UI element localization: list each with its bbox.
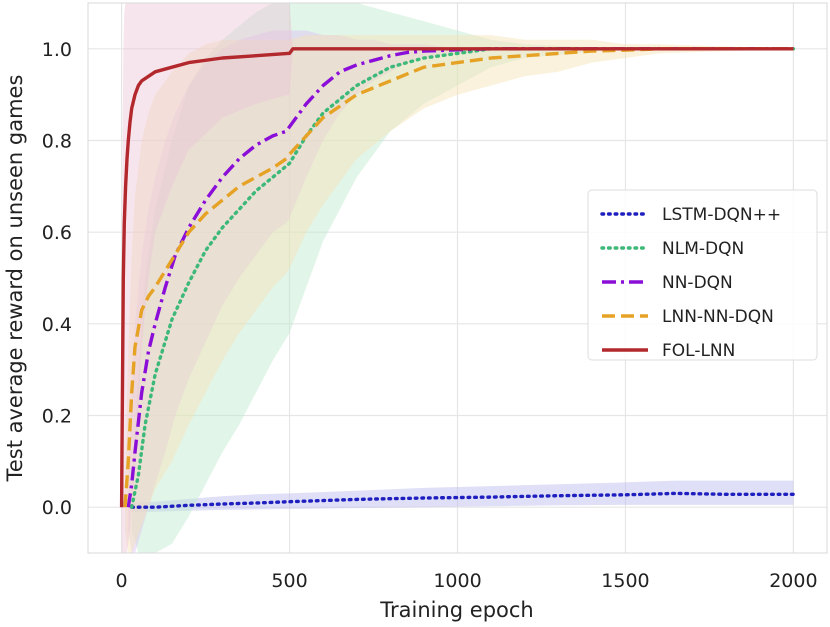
x-tick-label: 1500 [601, 570, 649, 592]
legend-label-nlm-dqn: NLM-DQN [662, 239, 744, 259]
x-tick-label: 1000 [433, 570, 481, 592]
series-lines [119, 47, 796, 509]
series-line-nn-dqn [126, 47, 794, 508]
x-tick-label: 2000 [769, 570, 817, 592]
series-line-lnn-nn-dqn [123, 47, 794, 508]
series-line-lstm-dqn [129, 491, 796, 509]
band-nn-dqn [128, 30, 794, 553]
plot-frame [87, 2, 828, 554]
y-tick-label: 0.0 [42, 497, 72, 519]
band-fol-lnn [121, 3, 794, 553]
band-nlm-dqn [131, 3, 794, 553]
x-tick-label: 0 [116, 570, 128, 592]
x-tick-label: 500 [271, 570, 307, 592]
y-tick-label: 0.6 [42, 222, 72, 244]
y-tick-label: 0.4 [42, 314, 72, 336]
legend-label-lnn-nn-dqn: LNN-NN-DQN [662, 307, 774, 327]
series-line-nlm-dqn [129, 47, 796, 509]
legend: LSTM-DQN++ NLM-DQN NN-DQN LNN-NN-DQN FOL-LNN [587, 189, 818, 361]
x-axis-label: Training epoch [379, 598, 534, 622]
legend-label-fol-lnn: FOL-LNN [662, 341, 735, 361]
legend-label-nn-dqn: NN-DQN [662, 273, 733, 293]
y-tick-label: 1.0 [42, 39, 72, 61]
y-tick-label: 0.2 [42, 406, 72, 428]
x-axis-ticks: 0 500 1000 1500 2000 [116, 570, 818, 592]
y-axis-label: Test average reward on unseen games [3, 75, 27, 483]
series-line-fol-lnn [119, 47, 794, 508]
band-lnn-nn-dqn [125, 35, 794, 554]
legend-label-lstm-dqn: LSTM-DQN++ [662, 205, 781, 225]
y-tick-label: 0.8 [42, 131, 72, 153]
y-axis-ticks: 0.0 0.2 0.4 0.6 0.8 1.0 [42, 39, 72, 519]
